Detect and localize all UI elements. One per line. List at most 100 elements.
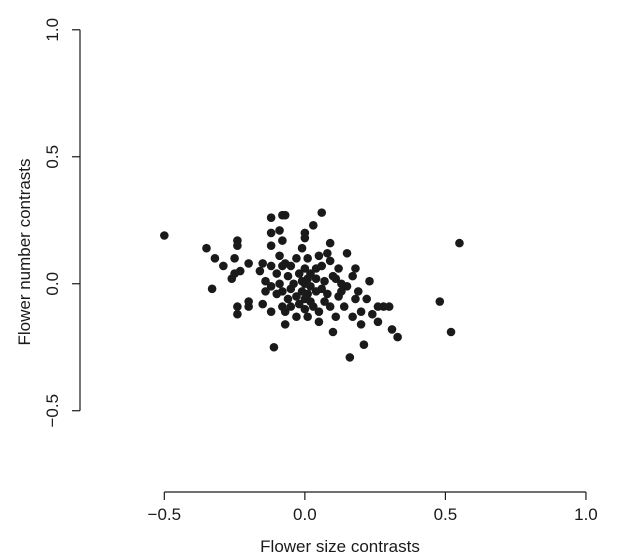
data-point [294, 269, 304, 278]
data-point [261, 276, 270, 286]
data-point [356, 307, 366, 316]
data-point [373, 317, 383, 327]
data-point [160, 231, 169, 240]
data-point [244, 259, 253, 268]
data-point [323, 248, 332, 258]
y-tick-label: 0.5 [43, 145, 62, 169]
data-point [235, 266, 245, 276]
data-point [280, 320, 290, 329]
data-point [266, 281, 276, 291]
data-point [278, 287, 287, 296]
data-point [359, 340, 369, 349]
y-axis-title: Flower number contrasts [15, 158, 34, 345]
data-point [233, 309, 242, 319]
data-point [244, 302, 253, 311]
data-point [292, 292, 301, 301]
data-point [275, 279, 284, 289]
data-point [306, 281, 315, 291]
data-point [323, 289, 332, 299]
y-tick-label: −0.5 [43, 394, 62, 428]
x-tick-label: 0.0 [293, 505, 317, 524]
data-point [303, 289, 312, 299]
data-points [160, 208, 464, 362]
data-point [300, 228, 310, 238]
data-point [334, 264, 343, 273]
data-point [345, 353, 355, 362]
data-point [233, 236, 242, 245]
data-point [325, 256, 335, 266]
data-point [266, 213, 276, 223]
y-tick-label: 1.0 [43, 18, 62, 42]
data-point [297, 243, 307, 253]
data-point [325, 302, 335, 311]
data-point [317, 261, 327, 271]
data-point [368, 309, 377, 319]
data-point [294, 299, 304, 309]
data-point [272, 269, 282, 278]
data-point [351, 294, 360, 304]
data-point [266, 261, 276, 271]
data-point [317, 208, 327, 217]
data-point [384, 302, 394, 311]
x-axis-title: Flower size contrasts [260, 537, 420, 556]
data-point [365, 276, 374, 286]
data-point [455, 238, 464, 248]
data-point [320, 297, 329, 306]
x-tick-label: −0.5 [148, 505, 182, 524]
data-point [348, 312, 357, 322]
data-point [283, 271, 293, 281]
data-point [286, 302, 296, 311]
axes [79, 29, 586, 493]
y-axis-ticks: −0.5 0.0 0.5 1.0 [43, 18, 80, 428]
data-point [331, 312, 341, 322]
data-point [266, 307, 276, 316]
data-point [283, 294, 293, 304]
data-point [266, 228, 276, 238]
data-point [337, 287, 346, 296]
data-point [314, 317, 324, 327]
data-point [258, 259, 268, 268]
data-point [320, 276, 329, 286]
data-point [292, 312, 301, 322]
x-tick-label: 0.5 [434, 505, 458, 524]
data-point [230, 254, 239, 263]
data-point [255, 266, 265, 276]
data-point [446, 327, 456, 337]
x-axis-ticks: −0.5 0.0 0.5 1.0 [148, 492, 598, 524]
data-point [280, 210, 290, 220]
data-point [306, 269, 315, 278]
data-point [303, 254, 312, 263]
data-point [314, 307, 324, 316]
data-point [339, 302, 349, 311]
data-point [314, 251, 324, 261]
data-point [300, 304, 310, 314]
x-tick-label: 1.0 [574, 505, 598, 524]
data-point [300, 264, 310, 273]
data-point [261, 287, 270, 296]
data-point [280, 307, 290, 316]
data-point [353, 287, 363, 296]
data-point [325, 238, 335, 248]
data-point [435, 297, 445, 306]
data-point [393, 332, 402, 342]
data-point [342, 248, 352, 258]
data-point [266, 241, 276, 250]
data-point [303, 312, 312, 322]
data-point [207, 284, 217, 294]
data-point [311, 274, 321, 283]
data-point [292, 254, 301, 263]
data-point [233, 302, 242, 311]
data-point [308, 221, 318, 230]
y-tick-label: 0.0 [43, 272, 62, 296]
data-point [219, 261, 228, 271]
data-point [342, 281, 352, 291]
data-point [210, 254, 220, 263]
data-point [278, 236, 287, 245]
data-point [269, 342, 279, 352]
data-point [351, 264, 360, 273]
data-point [317, 284, 327, 294]
data-point [286, 261, 296, 271]
data-point [258, 299, 268, 309]
data-point [356, 320, 366, 329]
